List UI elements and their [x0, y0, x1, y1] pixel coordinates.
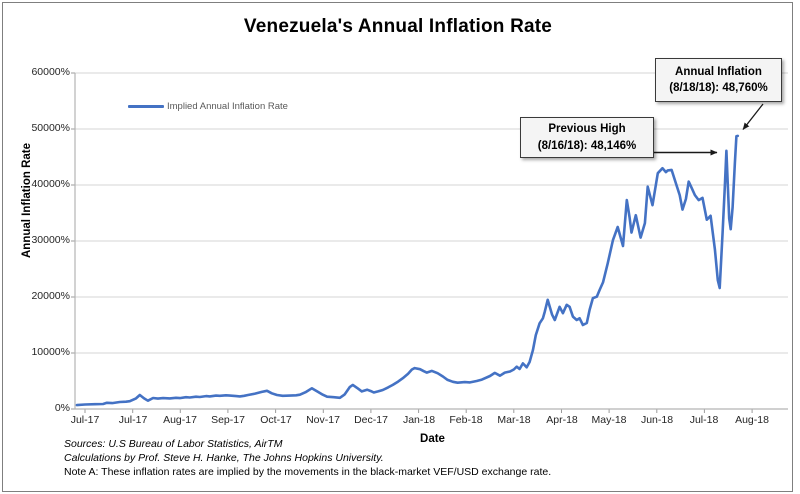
x-tick-label: Aug-17 — [163, 414, 197, 426]
legend-line-swatch — [128, 104, 164, 108]
x-tick-label: Dec-17 — [354, 414, 388, 426]
annotation-previous-high: Previous High (8/16/18): 48,146% — [520, 117, 654, 158]
annotation-annual-line2: (8/18/18): 48,760% — [669, 82, 768, 94]
x-axis-title: Date — [420, 433, 445, 445]
annotation-previous-line2: (8/16/18): 48,146% — [537, 139, 637, 152]
legend-label: Implied Annual Inflation Rate — [167, 100, 288, 112]
legend: Implied Annual Inflation Rate — [128, 99, 288, 113]
footnote-calculations: Calculations by Prof. Steve H. Hanke, Th… — [64, 452, 384, 464]
x-tick-label: Aug-18 — [735, 414, 769, 426]
y-tick-label: 30000% — [31, 234, 70, 246]
x-tick-label: Jul-17 — [118, 414, 148, 426]
footnote-sources: Sources: U.S Bureau of Labor Statistics,… — [64, 438, 283, 450]
x-tick-label: Jul-17 — [70, 414, 100, 426]
y-tick-label: 20000% — [31, 290, 70, 302]
x-tick-label: Jan-18 — [402, 414, 436, 426]
chart-title: Venezuela's Annual Inflation Rate — [243, 16, 553, 37]
y-tick-label: 40000% — [31, 178, 70, 190]
footnote-note-a: Note A: These inflation rates are implie… — [64, 466, 552, 478]
x-tick-label: May-18 — [591, 414, 627, 426]
x-tick-label: Oct-17 — [260, 414, 292, 426]
inflation-line-series — [75, 134, 740, 407]
x-tick-label: Apr-18 — [546, 414, 578, 426]
y-tick-label: 10000% — [31, 346, 70, 358]
y-tick-label: 60000% — [31, 66, 70, 78]
x-tick-label: Sep-17 — [211, 414, 245, 426]
x-tick-label: Jul-18 — [689, 414, 719, 426]
x-tick-label: Jun-18 — [640, 414, 674, 426]
y-tick-label: 0% — [54, 402, 70, 414]
annotation-previous-line1: Previous High — [548, 123, 626, 136]
x-tick-label: Nov-17 — [306, 414, 340, 426]
annotation-annual-line1: Annual Inflation — [675, 65, 762, 78]
y-tick-label: 50000% — [31, 122, 70, 134]
x-tick-label: Feb-18 — [449, 414, 483, 426]
annotation-annual-inflation: Annual Inflation (8/18/18): 48,760% — [655, 58, 782, 102]
x-tick-label: Mar-18 — [497, 414, 531, 426]
